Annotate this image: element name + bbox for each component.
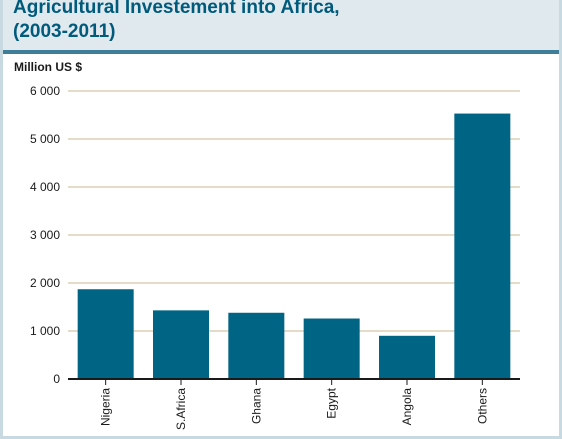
y-tick-label: 2 000	[30, 276, 60, 290]
bar-egypt	[303, 318, 360, 379]
x-tick-label: Ghana	[249, 388, 263, 424]
y-axis-label: Million US $	[14, 60, 83, 74]
chart-title: Agricultural Investement into Africa, (2…	[13, 0, 340, 44]
x-tick-label: S.Africa	[174, 388, 188, 430]
x-tick-label: Angola	[400, 388, 414, 426]
y-tick-label: 1 000	[30, 324, 60, 338]
bar-nigeria	[77, 289, 134, 379]
bar-chart: 0 1 000 2 000 3 000 4 000 5 000 6 000 Nigeria S.…	[30, 84, 520, 430]
y-tick-label: 3 000	[30, 228, 60, 242]
header-rule	[3, 50, 559, 54]
chart-title-line-1: Agricultural Investement into Africa,	[13, 0, 340, 18]
bar-angola	[379, 335, 435, 379]
y-tick-label: 6 000	[30, 84, 60, 98]
chart-header: Agricultural Investement into Africa, (2…	[3, 0, 559, 50]
bar-s-africa	[153, 310, 209, 379]
x-tick-label: Others	[475, 388, 489, 424]
chart-title-line-2: (2003-2011)	[13, 21, 116, 42]
y-tick-label: 5 000	[30, 132, 60, 146]
x-tick-label: Egypt	[325, 387, 339, 418]
x-tick-label: Nigeria	[99, 388, 113, 426]
bar-others	[454, 113, 511, 379]
bar-ghana	[228, 312, 285, 379]
y-tick-label: 4 000	[30, 180, 60, 194]
y-tick-label: 0	[53, 372, 60, 386]
